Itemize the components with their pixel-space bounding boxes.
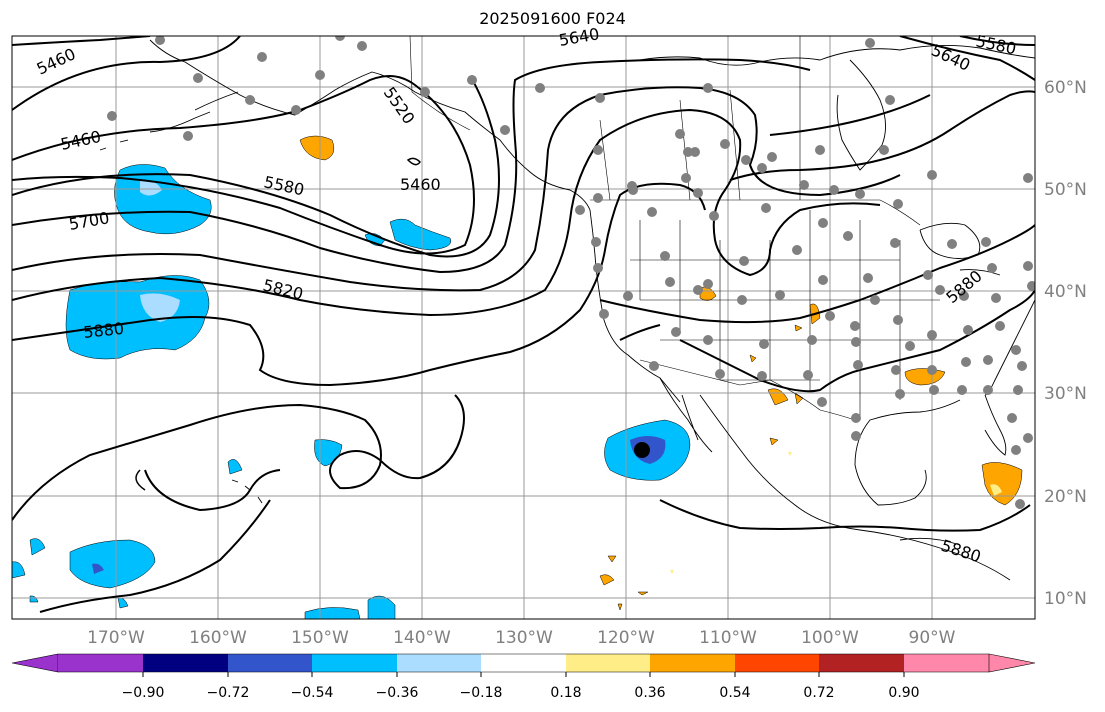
colorbar-segment — [228, 654, 312, 672]
east-coast — [984, 299, 1035, 396]
contour-label: 5880 — [939, 536, 984, 567]
hudson-bay — [836, 59, 886, 171]
contour-label: 5460 — [59, 127, 103, 154]
positive-anomaly-regions — [299, 135, 1023, 611]
colorbar-tick-label: −0.90 — [122, 685, 165, 701]
storm-center-marker — [634, 442, 650, 458]
lat-tick-label: 20°N — [1044, 487, 1087, 507]
colorbar-tick-label: 0.90 — [888, 685, 919, 701]
colorbar-segment — [397, 654, 481, 672]
contour-label: 5460 — [400, 175, 441, 194]
small-contours — [135, 157, 421, 491]
coastlines — [99, 39, 1035, 581]
hawaii — [231, 479, 263, 504]
lon-tick-label: 160°W — [189, 628, 247, 648]
contour-label: 5640 — [557, 24, 600, 50]
latitude-labels: 60°N 50°N 40°N 30°N 20°N 10°N — [1044, 78, 1087, 609]
colorbar-segment — [819, 654, 904, 672]
lat-tick-label: 30°N — [1044, 384, 1087, 404]
colorbar-segment — [481, 654, 566, 672]
lon-tick-label: 110°W — [699, 628, 757, 648]
us-states-grid — [630, 210, 960, 420]
lat-tick-label: 40°N — [1044, 282, 1087, 302]
alaska-coast — [149, 39, 591, 211]
gulf-coast — [854, 399, 961, 506]
colorbar-segment — [566, 654, 650, 672]
map-frame — [11, 35, 1036, 620]
strong-negative-regions — [92, 436, 666, 574]
west-coast — [589, 209, 681, 403]
colorbar-tick-label: 0.54 — [719, 685, 750, 701]
colorbar-tick-label: 0.36 — [634, 685, 665, 701]
lat-tick-label: 60°N — [1044, 78, 1087, 98]
colorbar-segment — [650, 654, 735, 672]
cuba — [899, 537, 961, 546]
contour-label: 5820 — [261, 275, 305, 303]
lon-tick-label: 140°W — [393, 628, 451, 648]
colorbar-tick-label: −0.36 — [376, 685, 419, 701]
lon-tick-label: 120°W — [597, 628, 655, 648]
us-mexico-border — [639, 359, 856, 421]
colorbar-segment — [312, 654, 397, 672]
lon-tick-label: 170°W — [87, 628, 145, 648]
longitude-labels: 170°W 160°W 150°W 140°W 130°W 120°W 110°… — [87, 628, 956, 648]
baja-california — [659, 377, 713, 453]
graticule — [12, 36, 1035, 619]
colorbar-segment — [988, 653, 1036, 673]
colorbar-segment — [143, 654, 228, 672]
colorbar: −0.90 −0.72 −0.54 −0.36 −0.18 0.18 0.36 … — [11, 653, 1036, 701]
lat-tick-label: 50°N — [1044, 180, 1087, 200]
contour-label: 5580 — [262, 172, 306, 199]
lon-tick-label: 130°W — [495, 628, 553, 648]
anomaly-shading — [12, 135, 1023, 619]
lon-tick-label: 90°W — [909, 628, 956, 648]
colorbar-tick-label: −0.18 — [460, 685, 503, 701]
height-contours — [12, 36, 1035, 613]
colorbar-segment — [58, 654, 143, 672]
contour-label: 5460 — [34, 44, 79, 78]
colorbar-tick-label: 0.72 — [803, 685, 834, 701]
lat-tick-label: 10°N — [1044, 589, 1087, 609]
canada-north-coast — [639, 44, 1035, 66]
lon-tick-label: 150°W — [291, 628, 349, 648]
colorbar-segment — [904, 654, 989, 672]
colorbar-tick-label: 0.18 — [550, 685, 581, 701]
florida — [984, 394, 1007, 456]
aleutians — [99, 91, 239, 151]
lon-tick-label: 100°W — [801, 628, 859, 648]
station-markers — [107, 36, 1035, 509]
weak-negative-regions — [140, 179, 180, 322]
colorbar-segment — [11, 653, 59, 673]
contour-label: 5880 — [82, 319, 124, 342]
colorbar-tick-label: −0.54 — [291, 685, 334, 701]
map-title: 2025091600 F024 — [479, 9, 626, 28]
weak-positive-regions — [670, 452, 1002, 574]
contour-label: 5700 — [67, 208, 110, 234]
mexico-west-coast — [699, 394, 1011, 581]
alaska-canada-border — [409, 36, 471, 131]
colorbar-tick-label: −0.72 — [207, 685, 250, 701]
negative-anomaly-regions — [12, 164, 691, 619]
contour-label: 5580 — [974, 31, 1018, 58]
canada-us-border — [590, 199, 921, 226]
colorbar-segment — [735, 654, 819, 672]
